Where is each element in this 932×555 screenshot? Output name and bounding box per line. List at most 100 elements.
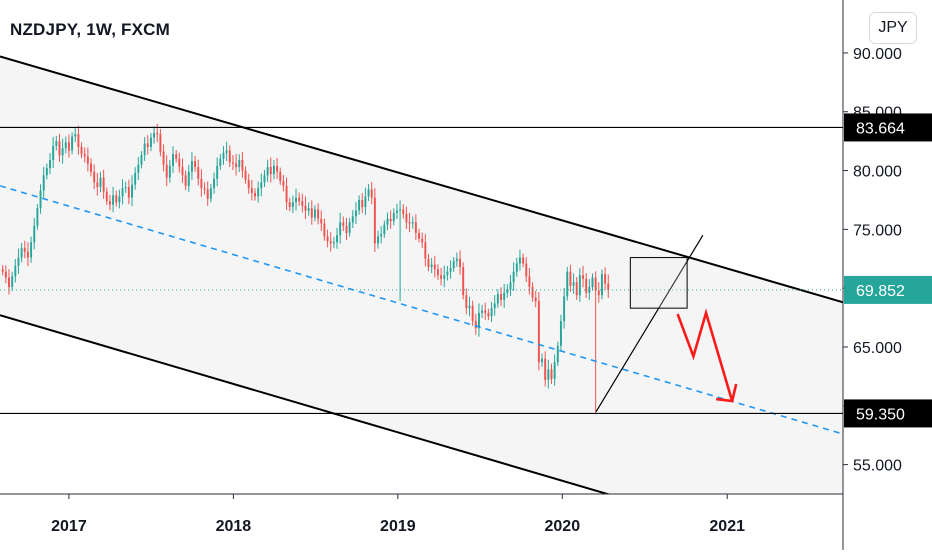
trend-line xyxy=(595,234,704,412)
candle-body xyxy=(260,182,263,189)
candle-body xyxy=(64,142,67,149)
candle-body xyxy=(594,277,597,291)
candle-body xyxy=(156,132,159,135)
candle-body xyxy=(597,290,600,296)
candle-body xyxy=(317,209,320,219)
candle-body xyxy=(42,175,45,191)
y-tick-label: 55.000 xyxy=(853,458,902,475)
candle-body xyxy=(206,189,209,199)
candle-body xyxy=(225,150,228,153)
x-tick-label: 2017 xyxy=(51,518,87,535)
candle-body xyxy=(569,271,572,286)
candle-body xyxy=(93,171,96,183)
candle-body xyxy=(291,202,294,208)
candle-body xyxy=(14,265,17,277)
candle-body xyxy=(238,159,241,168)
candle-body xyxy=(487,312,490,317)
candle-body xyxy=(320,218,323,224)
projection-arrowhead xyxy=(716,383,738,403)
candle-body xyxy=(339,222,342,236)
candle-body xyxy=(90,163,92,172)
candle-body xyxy=(525,263,528,277)
candle-body xyxy=(307,208,310,211)
candle-body xyxy=(304,205,307,211)
candle-body xyxy=(74,134,77,137)
candle-body xyxy=(358,199,361,211)
candle-body xyxy=(528,276,531,287)
candle-body xyxy=(484,310,487,313)
candle-body xyxy=(351,216,354,223)
candle-body xyxy=(143,143,146,156)
candle-body xyxy=(477,312,480,329)
candle-body xyxy=(414,222,417,233)
candle-body xyxy=(591,277,594,287)
candle-body xyxy=(146,143,149,148)
candle-body xyxy=(298,197,301,202)
candle-body xyxy=(541,358,544,363)
candle-body xyxy=(86,156,89,164)
candle-body xyxy=(563,296,566,322)
candle-body xyxy=(361,199,364,208)
candle-body xyxy=(178,158,181,168)
candle-body xyxy=(301,201,304,206)
candle-body xyxy=(17,257,20,266)
candle-body xyxy=(345,225,348,233)
candle-body xyxy=(282,181,285,186)
x-tick-label: 2018 xyxy=(216,518,252,535)
candle-body xyxy=(503,292,506,300)
candle-body xyxy=(522,257,525,264)
candle-body xyxy=(52,145,55,160)
candle-body xyxy=(263,175,266,183)
y-tick-label: 65.000 xyxy=(853,340,902,357)
candle-body xyxy=(257,188,260,197)
candle-body xyxy=(500,294,503,300)
candle-body xyxy=(329,241,332,244)
candle-body xyxy=(575,282,578,296)
candle-body xyxy=(209,188,212,199)
candle-body xyxy=(342,222,345,226)
candle-body xyxy=(134,172,137,185)
candle-body xyxy=(544,358,547,380)
candle-body xyxy=(55,141,58,146)
candle-body xyxy=(433,264,436,270)
candle-body xyxy=(553,362,556,379)
candle-body xyxy=(102,177,105,192)
candle-body xyxy=(80,147,83,155)
candle-body xyxy=(578,275,581,296)
candle-body xyxy=(295,197,297,203)
candle-body xyxy=(124,187,127,189)
candle-body xyxy=(77,134,80,148)
candle-body xyxy=(71,136,74,151)
candle-body xyxy=(118,196,121,203)
candle-body xyxy=(20,248,23,258)
candle-body xyxy=(380,234,383,237)
candle-body xyxy=(216,165,219,179)
candle-body xyxy=(556,345,559,363)
candle-body xyxy=(399,209,402,211)
candle-body xyxy=(512,271,515,283)
candle-body xyxy=(241,159,244,171)
candle-body xyxy=(474,321,477,329)
channel-lower-line xyxy=(0,314,611,494)
channel-upper-line xyxy=(0,55,843,304)
candle-body xyxy=(370,189,373,198)
candle-body xyxy=(175,154,178,159)
candle-body xyxy=(310,208,313,218)
projection-arrow xyxy=(676,308,734,402)
candle-body xyxy=(168,165,171,178)
candle-body xyxy=(36,208,39,226)
candle-body xyxy=(462,266,465,296)
candle-body xyxy=(181,167,184,176)
candle-body xyxy=(518,257,521,264)
candle-body xyxy=(222,152,225,159)
candle-body xyxy=(515,263,518,272)
candle-body xyxy=(323,223,326,237)
candle-body xyxy=(506,289,509,293)
price-tag-label: 59.350 xyxy=(856,406,905,423)
candle-body xyxy=(8,277,10,287)
currency-button[interactable]: JPY xyxy=(869,12,917,44)
candle-body xyxy=(285,185,288,203)
candle-body xyxy=(430,264,433,267)
candle-body xyxy=(402,209,405,215)
